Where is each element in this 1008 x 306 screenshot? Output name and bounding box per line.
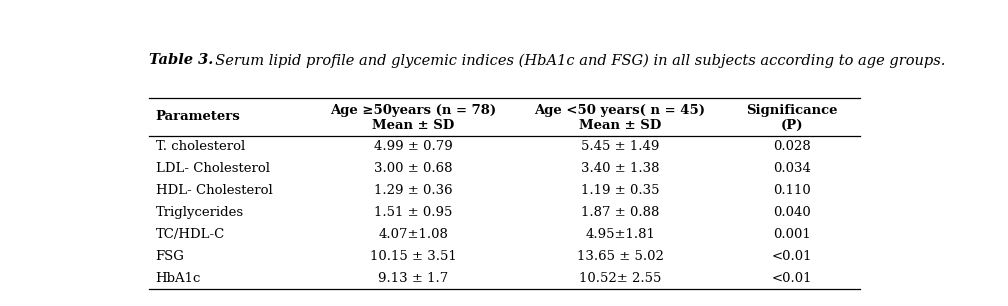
Text: 0.001: 0.001 <box>773 228 810 241</box>
Text: 13.65 ± 5.02: 13.65 ± 5.02 <box>577 250 663 263</box>
Text: 4.99 ± 0.79: 4.99 ± 0.79 <box>374 140 453 153</box>
Text: 1.29 ± 0.36: 1.29 ± 0.36 <box>374 184 453 197</box>
Text: Triglycerides: Triglycerides <box>155 206 244 219</box>
Text: Age ≥50years (n = 78): Age ≥50years (n = 78) <box>330 103 496 117</box>
Text: 9.13 ± 1.7: 9.13 ± 1.7 <box>378 272 449 285</box>
Text: Significance: Significance <box>746 103 838 117</box>
Text: 10.52± 2.55: 10.52± 2.55 <box>579 272 661 285</box>
Text: Age <50 years( n = 45): Age <50 years( n = 45) <box>534 103 706 117</box>
Text: 3.00 ± 0.68: 3.00 ± 0.68 <box>374 162 453 175</box>
Text: T. cholesterol: T. cholesterol <box>155 140 245 153</box>
Text: 0.028: 0.028 <box>773 140 810 153</box>
Text: Serum lipid profile and glycemic indices (HbA1c and FSG) in all subjects accordi: Serum lipid profile and glycemic indices… <box>206 53 946 68</box>
Text: <0.01: <0.01 <box>772 272 812 285</box>
Text: 1.51 ± 0.95: 1.51 ± 0.95 <box>374 206 453 219</box>
Text: Parameters: Parameters <box>155 110 241 123</box>
Text: 4.95±1.81: 4.95±1.81 <box>586 228 655 241</box>
Text: Mean ± SD: Mean ± SD <box>372 119 455 132</box>
Text: (P): (P) <box>781 119 803 132</box>
Text: 0.034: 0.034 <box>773 162 810 175</box>
Text: Table 3.: Table 3. <box>149 53 214 67</box>
Text: 1.19 ± 0.35: 1.19 ± 0.35 <box>581 184 659 197</box>
Text: 10.15 ± 3.51: 10.15 ± 3.51 <box>370 250 457 263</box>
Text: TC/HDL-C: TC/HDL-C <box>155 228 225 241</box>
Text: 1.87 ± 0.88: 1.87 ± 0.88 <box>581 206 659 219</box>
Text: <0.01: <0.01 <box>772 250 812 263</box>
Text: LDL- Cholesterol: LDL- Cholesterol <box>155 162 270 175</box>
Text: 5.45 ± 1.49: 5.45 ± 1.49 <box>581 140 659 153</box>
Text: Mean ± SD: Mean ± SD <box>579 119 661 132</box>
Text: 0.040: 0.040 <box>773 206 810 219</box>
Text: HbA1c: HbA1c <box>155 272 201 285</box>
Text: 4.07±1.08: 4.07±1.08 <box>378 228 448 241</box>
Text: FSG: FSG <box>155 250 184 263</box>
Text: HDL- Cholesterol: HDL- Cholesterol <box>155 184 272 197</box>
Text: 0.110: 0.110 <box>773 184 810 197</box>
Text: 3.40 ± 1.38: 3.40 ± 1.38 <box>581 162 659 175</box>
